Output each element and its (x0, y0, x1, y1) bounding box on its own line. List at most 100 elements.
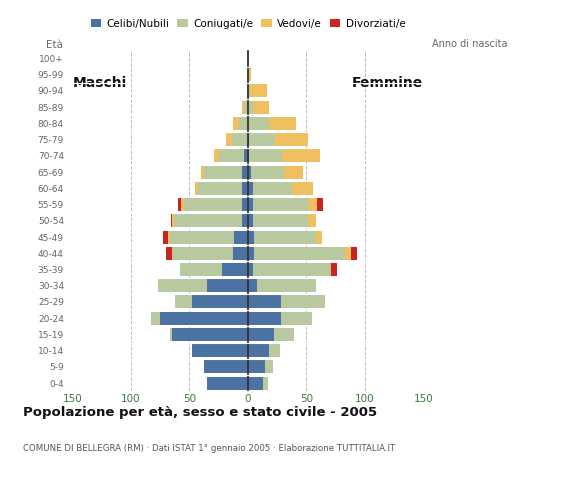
Bar (172, 247, 233, 260)
Bar (231, 133, 248, 146)
Bar (175, 296, 192, 309)
Bar (207, 279, 248, 292)
Bar (242, 198, 248, 211)
Bar (222, 263, 248, 276)
Bar (172, 214, 174, 228)
Bar (345, 247, 351, 260)
Text: COMUNE DI BELLEGRA (RM) · Dati ISTAT 1° gennaio 2005 · Elaborazione TUTTITALIA.I: COMUNE DI BELLEGRA (RM) · Dati ISTAT 1° … (23, 444, 396, 453)
Bar (317, 198, 323, 211)
Bar (166, 247, 172, 260)
Legend: Celibi/Nubili, Coniugati/e, Vedovi/e, Divorziati/e: Celibi/Nubili, Coniugati/e, Vedovi/e, Di… (86, 15, 409, 33)
Bar (219, 149, 244, 162)
Bar (204, 360, 248, 373)
Bar (248, 296, 281, 309)
Bar (266, 360, 273, 373)
Bar (248, 247, 254, 260)
Bar (198, 182, 242, 195)
Bar (162, 230, 168, 243)
Bar (248, 360, 266, 373)
Bar (284, 166, 303, 179)
Bar (242, 182, 248, 195)
Bar (275, 133, 307, 146)
Bar (248, 312, 281, 324)
Bar (248, 377, 263, 390)
Bar (253, 182, 292, 195)
Bar (201, 166, 204, 179)
Bar (252, 166, 284, 179)
Bar (307, 198, 317, 211)
Bar (238, 117, 248, 130)
Bar (274, 328, 293, 341)
Bar (281, 312, 312, 324)
Bar (251, 84, 267, 97)
Bar (253, 101, 269, 114)
Bar (168, 230, 169, 243)
Bar (248, 84, 251, 97)
Bar (307, 214, 316, 228)
Bar (192, 296, 248, 309)
Bar (331, 263, 337, 276)
Bar (184, 198, 242, 211)
Bar (248, 279, 258, 292)
Bar (253, 214, 307, 228)
Bar (226, 133, 231, 146)
Text: Età: Età (46, 40, 63, 50)
Bar (281, 296, 325, 309)
Bar (233, 247, 248, 260)
Bar (195, 182, 198, 195)
Bar (282, 149, 321, 162)
Bar (249, 133, 275, 146)
Bar (169, 230, 234, 243)
Bar (269, 344, 280, 357)
Bar (253, 198, 307, 211)
Bar (316, 230, 322, 243)
Bar (242, 214, 248, 228)
Bar (254, 247, 345, 260)
Bar (151, 312, 160, 324)
Bar (172, 328, 248, 341)
Text: Femmine: Femmine (352, 76, 423, 90)
Bar (258, 279, 316, 292)
Bar (242, 101, 244, 114)
Bar (158, 279, 207, 292)
Bar (242, 166, 248, 179)
Bar (248, 344, 269, 357)
Bar (248, 68, 252, 81)
Bar (249, 149, 282, 162)
Bar (248, 198, 253, 211)
Bar (248, 166, 252, 179)
Bar (180, 263, 222, 276)
Bar (169, 328, 172, 341)
Bar (248, 230, 254, 243)
Bar (171, 214, 172, 228)
Bar (192, 344, 248, 357)
Bar (174, 214, 242, 228)
Bar (292, 182, 313, 195)
Bar (207, 377, 248, 390)
Bar (182, 198, 184, 211)
Bar (246, 84, 248, 97)
Bar (248, 101, 253, 114)
Bar (244, 149, 248, 162)
Bar (248, 149, 249, 162)
Bar (269, 117, 296, 130)
Bar (263, 377, 268, 390)
Bar (214, 149, 219, 162)
Bar (351, 247, 357, 260)
Bar (204, 166, 242, 179)
Text: Popolazione per età, sesso e stato civile - 2005: Popolazione per età, sesso e stato civil… (23, 406, 378, 419)
Bar (248, 117, 269, 130)
Bar (248, 214, 253, 228)
Bar (234, 230, 248, 243)
Bar (244, 101, 248, 114)
Bar (160, 312, 248, 324)
Bar (178, 198, 182, 211)
Text: Anno di nascita: Anno di nascita (432, 39, 508, 48)
Bar (248, 133, 249, 146)
Bar (253, 263, 331, 276)
Bar (248, 328, 274, 341)
Text: Maschi: Maschi (72, 76, 127, 90)
Bar (248, 263, 253, 276)
Bar (254, 230, 316, 243)
Bar (248, 182, 253, 195)
